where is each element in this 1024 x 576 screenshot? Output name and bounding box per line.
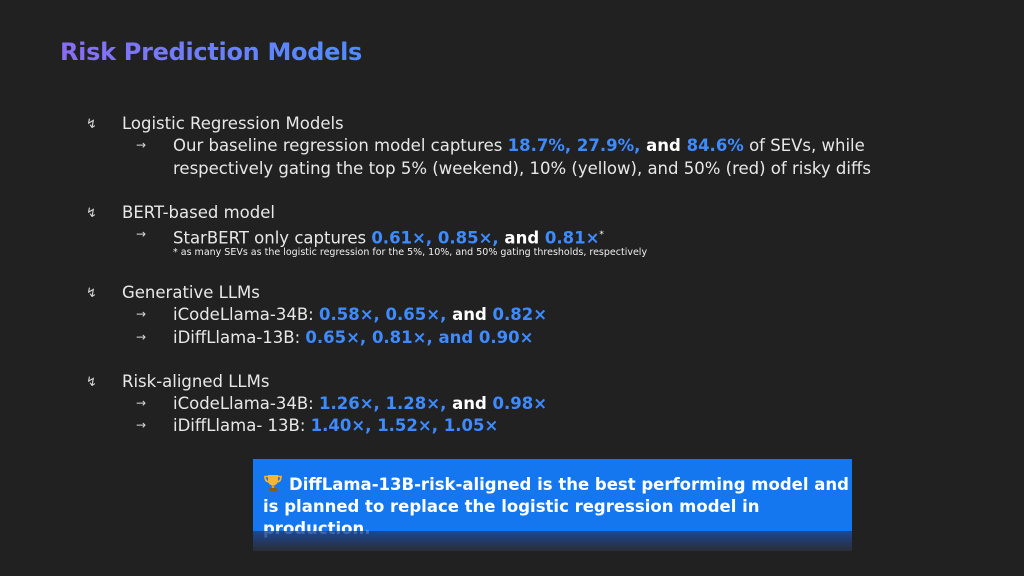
logistic-line-1: Our baseline regression model captures 1…: [173, 135, 865, 157]
model-label: iCodeLlama-34B:: [173, 305, 319, 324]
bullet-icon: ↯: [86, 286, 97, 301]
text: of SEVs, while: [743, 136, 865, 155]
highlight-values: 0.58×, 0.65×,: [318, 305, 447, 324]
section-heading-logistic: Logistic Regression Models: [122, 114, 344, 133]
generative-item-1: iCodeLlama-34B: 0.58×, 0.65×, and 0.82×: [173, 304, 547, 326]
and-text: and: [446, 394, 493, 413]
highlight-value: 0.82×: [492, 305, 548, 324]
and-text: and: [498, 228, 545, 248]
footnote-marker: *: [599, 230, 604, 240]
callout-line-1: DiffLama-13B-risk-aligned is the best pe…: [289, 475, 849, 494]
generative-item-2: iDiffLlama-13B: 0.65×, 0.81×, and 0.90×: [173, 327, 533, 349]
highlight-values: 1.40×, 1.52×, 1.05×: [310, 416, 499, 435]
arrow-icon: →: [136, 396, 147, 410]
footnote: * as many SEVs as the logistic regressio…: [173, 247, 648, 258]
conclusion-callout: DiffLama-13B-risk-aligned is the best pe…: [253, 459, 852, 538]
highlight-values: 0.61×, 0.85×,: [371, 228, 499, 248]
bert-line: StarBERT only captures 0.61×, 0.85×, and…: [173, 224, 604, 250]
page-title: Risk Prediction Models: [60, 38, 363, 66]
arrow-icon: →: [136, 138, 147, 152]
risk-aligned-item-1: iCodeLlama-34B: 1.26×, 1.28×, and 0.98×: [173, 393, 547, 415]
callout-shadow-strip: [253, 531, 852, 551]
risk-aligned-item-2: iDiffLlama- 13B: 1.40×, 1.52×, 1.05×: [173, 415, 498, 437]
and-text: and: [640, 136, 687, 155]
bullet-icon: ↯: [86, 375, 97, 390]
section-heading-generative: Generative LLMs: [122, 283, 260, 302]
section-heading-risk-aligned: Risk-aligned LLMs: [122, 372, 270, 391]
arrow-icon: →: [136, 307, 147, 321]
model-label: iDiffLlama-13B:: [173, 328, 306, 347]
text: StarBERT only captures: [173, 228, 372, 248]
highlight-value: 84.6%: [686, 136, 744, 155]
arrow-icon: →: [136, 330, 147, 344]
and-text: and: [446, 305, 493, 324]
highlight-value: 0.81×: [544, 228, 600, 248]
highlight-values: 0.65×, 0.81×, and 0.90×: [305, 328, 534, 347]
bullet-icon: ↯: [86, 117, 97, 132]
model-label: iCodeLlama-34B:: [173, 394, 319, 413]
section-heading-bert: BERT-based model: [122, 203, 275, 222]
arrow-icon: →: [136, 227, 147, 241]
model-label: iDiffLlama- 13B:: [173, 416, 311, 435]
trophy-icon: [263, 474, 283, 492]
bullet-icon: ↯: [86, 206, 97, 221]
highlight-values: 1.26×, 1.28×,: [318, 394, 447, 413]
logistic-line-2: respectively gating the top 5% (weekend)…: [173, 159, 871, 178]
text: Our baseline regression model captures: [173, 136, 508, 155]
highlight-value: 0.98×: [492, 394, 548, 413]
arrow-icon: →: [136, 418, 147, 432]
highlight-values: 18.7%, 27.9%,: [507, 136, 641, 155]
